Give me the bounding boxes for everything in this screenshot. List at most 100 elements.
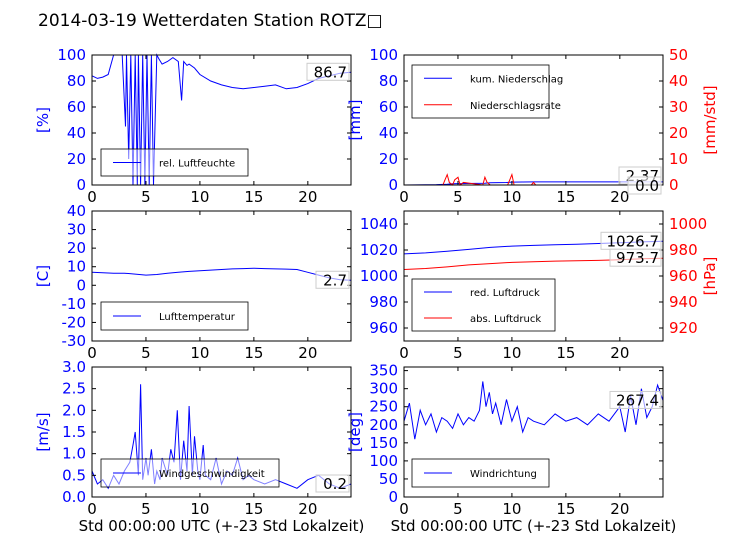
current-value: 1026.7 (607, 232, 660, 250)
value-box (609, 390, 662, 409)
value-box (627, 176, 662, 195)
x-tick-label: 5 (453, 188, 463, 206)
value-box (609, 248, 662, 267)
y-axis-label: [%] (34, 107, 52, 133)
y-tick-label: 100 (369, 46, 398, 64)
chart-panel: 0 5 10 15 20 0 20 40 60 80 100 0 10 20 30 40 50 [mm] [mm/s… (346, 46, 719, 206)
y-tick-label: 80 (379, 72, 398, 90)
current-value: 86.7 (314, 63, 347, 81)
y-tick-label: 1040 (360, 215, 398, 233)
x-tick-label: 0 (399, 344, 409, 362)
legend-label: Windgeschwindigkeit (159, 469, 265, 480)
x-tick-label: 20 (298, 500, 317, 518)
value-box (315, 270, 350, 289)
legend-label: rel. Luftfeuchte (159, 159, 235, 170)
x-axis-label: Std 00:00:00 UTC (+-23 Std Lokalzeit) (79, 517, 365, 535)
y-tick-label: -20 (62, 313, 87, 331)
x-tick-label: 10 (502, 344, 521, 362)
y2-tick-label: 1000 (669, 215, 707, 233)
legend-label: abs. Luftdruck (470, 314, 541, 325)
current-value-2: 0.0 (635, 177, 659, 195)
x-axis-label: Std 00:00:00 UTC (+-23 Std Lokalzeit) (391, 517, 677, 535)
y-tick-label: 0 (76, 176, 86, 194)
y-tick-label: 40 (67, 202, 86, 220)
x-tick-label: 5 (453, 500, 463, 518)
y-tick-label: 60 (379, 98, 398, 116)
y-tick-label: 1.0 (62, 445, 86, 463)
y-tick-label: 1000 (360, 267, 398, 285)
y-axis-label: [deg] (346, 412, 364, 452)
y-tick-label: 980 (369, 293, 398, 311)
y2-tick-label: 940 (669, 293, 698, 311)
x-tick-label: 5 (141, 344, 151, 362)
current-value: 2.7 (323, 271, 347, 289)
x-tick-label: 0 (87, 344, 97, 362)
y-tick-label: 0.0 (62, 488, 86, 506)
plot-frame (403, 54, 664, 186)
y-tick-label: 100 (57, 46, 86, 64)
x-tick-label: 15 (244, 500, 263, 518)
y-tick-label: 3.0 (62, 358, 86, 376)
x-tick-label: 0 (87, 188, 97, 206)
y-tick-label: 350 (369, 362, 398, 380)
x-tick-label: 20 (610, 344, 629, 362)
x-tick-label: 20 (298, 344, 317, 362)
y2-tick-label: 980 (669, 241, 698, 259)
y-tick-label: 150 (369, 434, 398, 452)
legend-box (411, 64, 550, 119)
current-value: 267.4 (616, 391, 659, 409)
y2-tick-label: 50 (669, 46, 688, 64)
x-tick-label: 20 (610, 188, 629, 206)
y-tick-label: 20 (379, 150, 398, 168)
chart-panel: 0 5 10 15 20 0.0 0.5 1.0 1.5 2.0 2.5 3.0 [m/s] Std 00… (34, 358, 364, 535)
y2-tick-label: 10 (669, 150, 688, 168)
y2-tick-label: 30 (669, 98, 688, 116)
y2-tick-label: 20 (669, 124, 688, 142)
y-axis-label: [C] (34, 265, 52, 287)
y-tick-label: 80 (67, 72, 86, 90)
x-tick-label: 10 (190, 500, 209, 518)
y-tick-label: 0 (76, 276, 86, 294)
x-tick-label: 5 (141, 188, 151, 206)
y-tick-label: 20 (67, 150, 86, 168)
y-tick-label: 200 (369, 416, 398, 434)
y-axis-label: [mm] (346, 100, 364, 141)
y-tick-label: 1020 (360, 241, 398, 259)
y-tick-label: 250 (369, 398, 398, 416)
y-axis-label: [m/s] (34, 412, 52, 451)
series-line (403, 381, 664, 440)
current-value: 0.2 (323, 475, 347, 493)
x-tick-label: 5 (141, 500, 151, 518)
legend-box (411, 278, 556, 332)
value-box (315, 474, 350, 493)
x-tick-label: 15 (244, 344, 263, 362)
x-tick-label: 0 (399, 188, 409, 206)
y2-tick-label: 960 (669, 267, 698, 285)
y2-tick-label: 0 (669, 176, 679, 194)
y2-axis-label: [mm/std] (701, 85, 719, 154)
y-tick-label: 0 (388, 488, 398, 506)
plot-frame (403, 366, 664, 498)
y2-tick-label: 920 (669, 319, 698, 337)
y2-tick-label: 40 (669, 72, 688, 90)
y-tick-label: 0.5 (62, 466, 86, 484)
y-tick-label: 50 (379, 470, 398, 488)
legend-label: Windrichtung (470, 469, 537, 480)
y-tick-label: -30 (62, 332, 87, 350)
chart-panel: 0 5 10 15 20 0 20 40 60 80 100 [%] 86.7 rel. Luftfeuc… (34, 46, 352, 206)
chart-panel: 0 5 10 15 20 960 980 1000 1020 1040 920 940 960 980 10… (360, 210, 719, 362)
x-tick-label: 15 (244, 188, 263, 206)
legend-label: kum. Niederschlag (470, 74, 563, 85)
y-tick-label: 40 (67, 124, 86, 142)
current-value-2: 973.7 (616, 249, 659, 267)
y-tick-label: 0 (388, 176, 398, 194)
x-tick-label: 0 (399, 500, 409, 518)
x-tick-label: 15 (556, 344, 575, 362)
y-tick-label: 960 (369, 319, 398, 337)
x-tick-label: 15 (556, 500, 575, 518)
y-tick-label: 2.0 (62, 401, 86, 419)
x-tick-label: 0 (87, 500, 97, 518)
